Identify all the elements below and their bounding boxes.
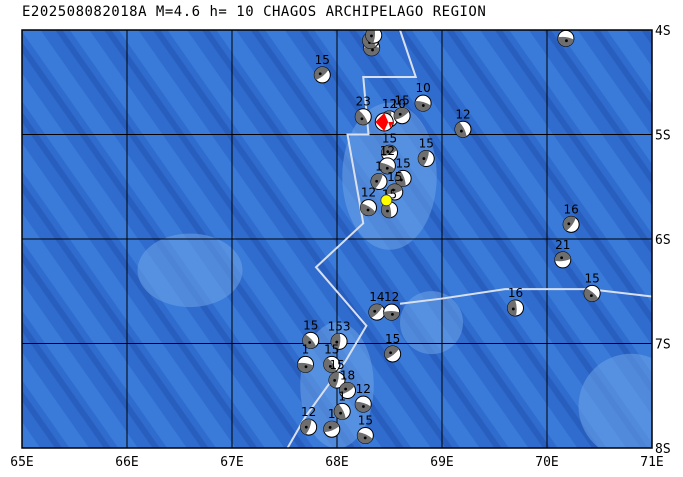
focal-mechanism xyxy=(354,108,372,126)
event-depth-label: 15 xyxy=(382,131,397,145)
focal-mechanism xyxy=(302,331,320,349)
lat-tick-label: 5S xyxy=(655,129,671,144)
focal-mechanism xyxy=(557,30,575,47)
focal-mechanism xyxy=(323,420,341,438)
event-depth-label: 15 xyxy=(387,170,402,184)
lat-tick-label: 4S xyxy=(655,24,671,39)
focal-mechanism xyxy=(393,107,411,125)
event-depth-label: 15 xyxy=(585,271,600,285)
lon-tick-label: 71E xyxy=(640,455,663,470)
lat-lon-grid xyxy=(22,30,652,448)
focal-mechanism xyxy=(333,402,351,420)
map-title: E202508082018A M=4.6 h= 10 CHAGOS ARCHIP… xyxy=(22,4,487,20)
focal-mechanism xyxy=(454,120,472,138)
event-depth-label: 15 xyxy=(394,94,409,108)
focal-mechanism xyxy=(554,251,572,269)
main-event-mechanism xyxy=(374,112,394,132)
plate-boundary-east xyxy=(399,288,652,305)
focal-mechanism xyxy=(414,94,432,112)
event-depth-label: 16 xyxy=(508,286,523,300)
event-depth-label: 12 xyxy=(384,290,399,304)
event-depth-label: 12 xyxy=(380,144,395,158)
focal-mechanism xyxy=(328,371,346,389)
focal-mechanism xyxy=(417,150,435,168)
focal-mechanism xyxy=(370,173,388,191)
event-depth-label: 15 xyxy=(329,358,344,372)
lat-tick-label: 8S xyxy=(655,442,671,457)
focal-mechanism xyxy=(368,303,386,321)
event-depth-label: 1 xyxy=(328,407,336,421)
shallow-area-2 xyxy=(578,353,652,448)
focal-mechanism xyxy=(323,355,341,373)
lon-tick-label: 69E xyxy=(430,455,453,470)
event-depth-label: 15 xyxy=(315,53,330,67)
lon-tick-label: 66E xyxy=(115,455,138,470)
event-depth-label: 12 xyxy=(455,107,470,121)
event-depth-label: 14 xyxy=(369,290,384,304)
event-depth-label: 12 xyxy=(356,382,371,396)
focal-mechanism xyxy=(386,183,404,201)
focal-mechanism xyxy=(354,395,372,413)
lon-tick-label: 70E xyxy=(535,455,558,470)
focal-mechanism xyxy=(360,199,377,217)
lon-tick-label: 67E xyxy=(220,455,243,470)
lon-tick-label: 65E xyxy=(10,455,33,470)
event-depth-label: 15 xyxy=(558,16,573,30)
epicenter-marker xyxy=(380,194,393,207)
focal-mechanism xyxy=(583,284,601,302)
event-depth-label: 1 xyxy=(338,389,346,403)
event-depth-label: 15 xyxy=(396,156,411,170)
focal-mechanism xyxy=(356,426,374,444)
map-frame xyxy=(21,29,653,449)
shallow-area-3 xyxy=(400,291,463,355)
focal-mechanism xyxy=(300,418,318,436)
event-depth-label: 15 xyxy=(419,137,434,151)
event-depth-label: 153 xyxy=(328,319,351,333)
focal-mechanism xyxy=(378,157,396,175)
event-depth-label: 15 xyxy=(303,318,318,332)
lat-tick-label: 6S xyxy=(655,233,671,248)
main-event-depth-label: 10 xyxy=(391,97,406,111)
focal-mechanism xyxy=(313,66,331,84)
focal-mechanism xyxy=(394,169,412,187)
event-depth-label: 18 xyxy=(340,369,355,383)
event-depth-label: 15 xyxy=(385,332,400,346)
lat-tick-label: 7S xyxy=(655,338,671,353)
event-depth-label: 12 xyxy=(301,405,316,419)
longitude-labels: 65E 66E 67E 68E 69E 70E 71E xyxy=(10,455,663,470)
event-depth-label: 10 xyxy=(415,81,430,95)
shallow-area-4 xyxy=(137,233,243,308)
focal-mechanism xyxy=(383,303,401,321)
focal-mechanisms: 1515151515231215101215151215115121516211… xyxy=(297,16,601,444)
event-depth-label: 21 xyxy=(555,238,570,252)
event-depth-label: 23 xyxy=(356,95,371,109)
latitude-labels: 4S 5S 6S 7S 8S xyxy=(655,24,671,457)
event-depth-label: 1 xyxy=(302,342,310,356)
event-depth-label: 12 xyxy=(382,97,397,111)
focal-mechanism xyxy=(365,30,383,44)
focal-mechanism xyxy=(507,299,524,317)
event-depth-label: 12 xyxy=(361,186,376,200)
focal-mechanism xyxy=(339,382,356,400)
focal-mechanism xyxy=(384,345,402,363)
event-depth-label: 15 xyxy=(324,342,339,356)
focal-mechanism xyxy=(297,355,314,373)
event-depth-label: 16 xyxy=(564,202,579,216)
focal-mechanism xyxy=(330,332,348,350)
lon-tick-label: 68E xyxy=(325,455,348,470)
event-depth-label: 15 xyxy=(358,413,373,427)
focal-mechanism xyxy=(562,215,580,233)
event-depth-label: 1 xyxy=(375,160,383,174)
